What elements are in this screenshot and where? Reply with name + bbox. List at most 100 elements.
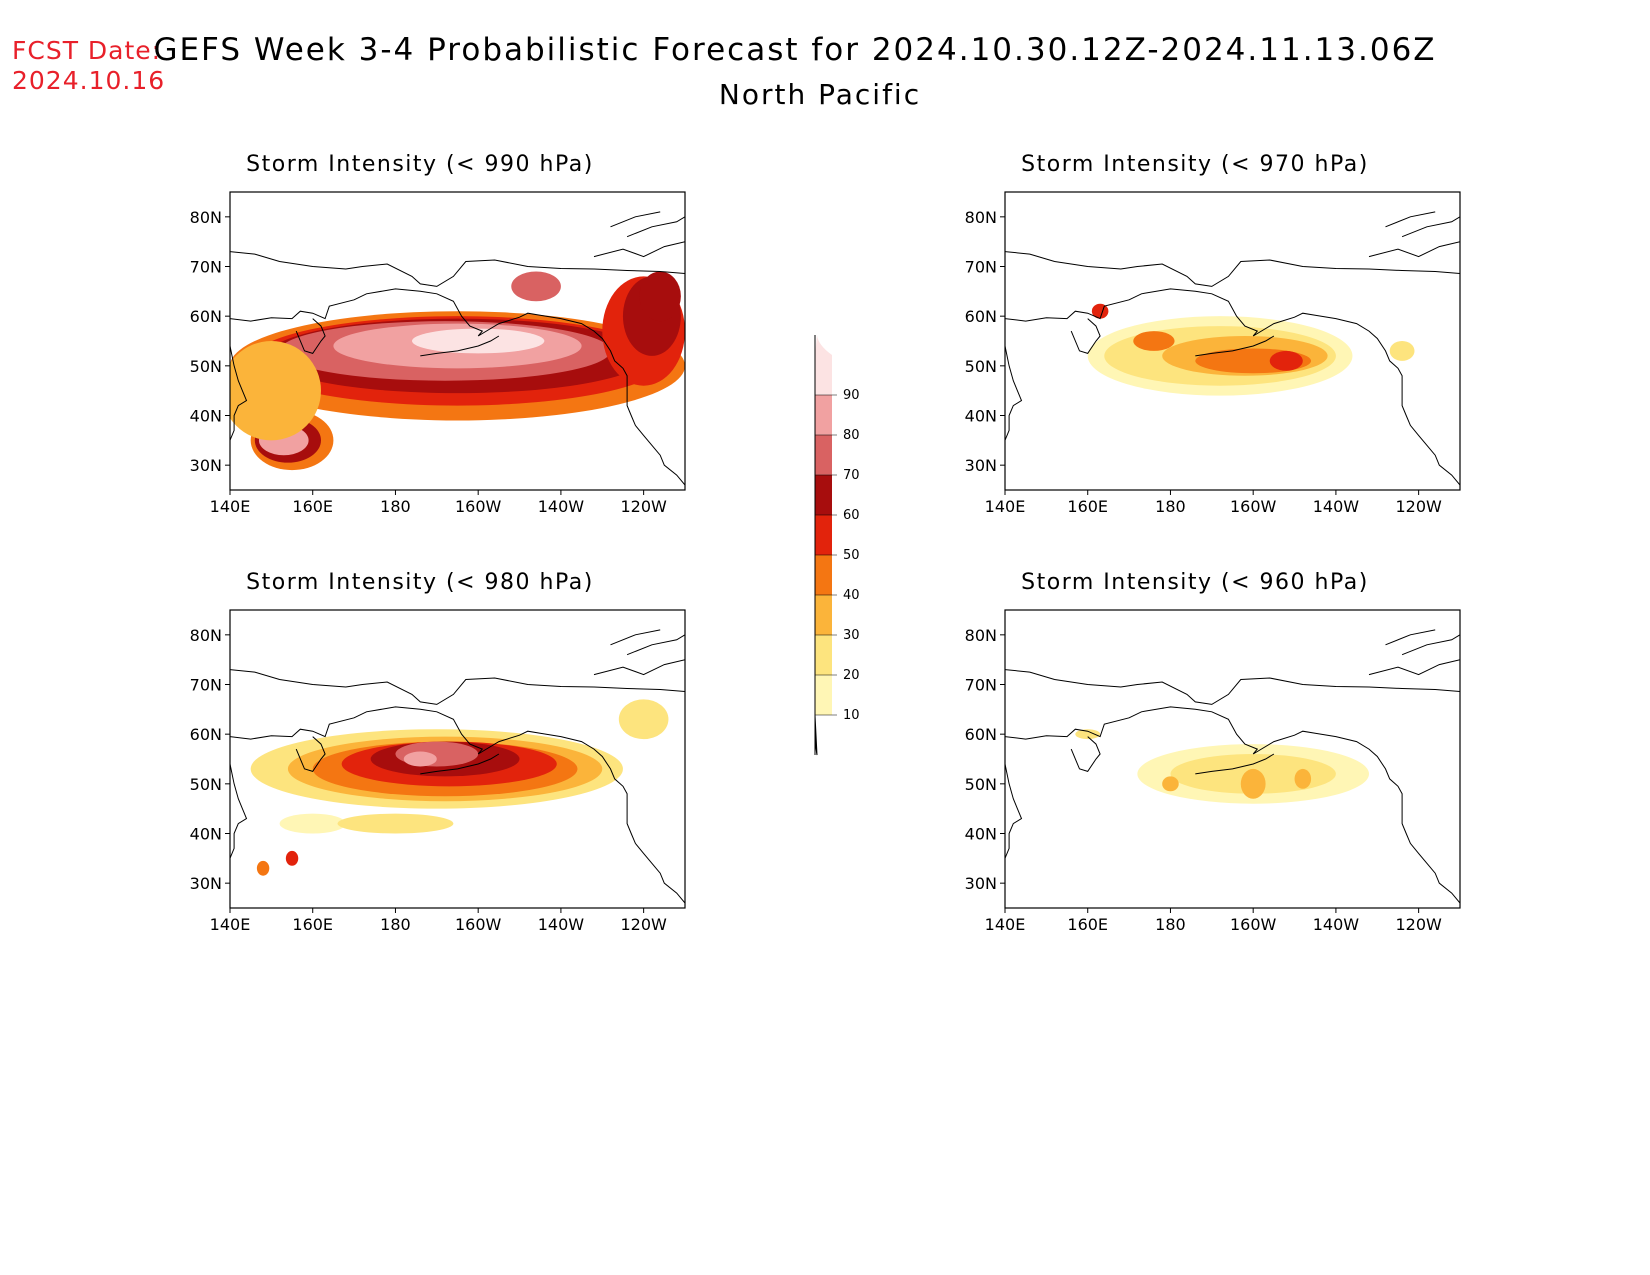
lon-tick-label: 160E xyxy=(1067,497,1108,516)
map-frame xyxy=(1004,191,1461,491)
probability-area xyxy=(337,813,454,834)
probability-field xyxy=(230,211,685,486)
probability-area xyxy=(1269,350,1303,371)
colorbar-swatch xyxy=(815,475,832,515)
lon-tick-label: 140W xyxy=(538,915,585,934)
colorbar-label: 60 xyxy=(843,508,860,523)
coastline xyxy=(1368,659,1460,676)
colorbar-label: 30 xyxy=(843,628,860,643)
probability-area xyxy=(1133,331,1175,351)
coastline xyxy=(295,318,326,354)
forecast-date-label: FCST Date: xyxy=(12,36,162,65)
lon-tick-label: 180 xyxy=(380,915,411,934)
colorbar-label: 80 xyxy=(843,428,860,443)
coastline xyxy=(1005,288,1460,486)
coastline xyxy=(1385,629,1436,646)
coastline xyxy=(1005,345,1023,442)
lat-tick-label: 80N xyxy=(965,208,997,227)
lon-tick-label: 160W xyxy=(455,497,502,516)
map-p990: 140E 160E 180 160W 140W 120W 80N 70N 60N 50N 40N 30… xyxy=(190,191,686,516)
lon-tick-label: 140E xyxy=(210,497,251,516)
map-frame xyxy=(229,191,686,491)
coastline xyxy=(1368,241,1460,258)
probability-area xyxy=(618,699,669,740)
probability-area xyxy=(256,860,270,876)
panel-title: Storm Intensity (< 960 hPa) xyxy=(1021,570,1369,595)
lon-tick-label: 160W xyxy=(1230,497,1277,516)
coastline xyxy=(1195,335,1275,357)
lat-tick-label: 50N xyxy=(190,357,222,376)
lat-tick-label: 70N xyxy=(190,676,222,695)
panel-title: Storm Intensity (< 970 hPa) xyxy=(1021,152,1369,177)
lat-tick-label: 50N xyxy=(190,775,222,794)
probability-field xyxy=(1005,211,1460,486)
colorbar-swatch xyxy=(815,675,832,715)
lon-tick-label: 120W xyxy=(1395,915,1442,934)
coastline xyxy=(1385,211,1436,228)
page-title: GEFS Week 3-4 Probabilistic Forecast for… xyxy=(153,32,1437,68)
coastline xyxy=(1005,706,1460,904)
coastline xyxy=(1005,763,1023,860)
lat-tick-label: 40N xyxy=(190,407,222,426)
coastline xyxy=(1005,251,1460,287)
coastline xyxy=(295,736,326,772)
lat-tick-label: 50N xyxy=(965,357,997,376)
lon-tick-label: 160W xyxy=(1230,915,1277,934)
probability-field xyxy=(230,629,685,904)
lon-tick-label: 120W xyxy=(620,497,667,516)
panel-title: Storm Intensity (< 990 hPa) xyxy=(246,152,594,177)
probability-area xyxy=(639,271,681,322)
probability-area xyxy=(1075,729,1101,740)
lat-tick-label: 70N xyxy=(965,676,997,695)
lon-tick-label: 120W xyxy=(620,915,667,934)
lat-tick-label: 50N xyxy=(965,775,997,794)
coastline xyxy=(230,251,685,287)
lat-tick-label: 40N xyxy=(965,825,997,844)
coastline xyxy=(626,216,685,238)
lat-tick-label: 30N xyxy=(190,874,222,893)
coastline xyxy=(1005,669,1460,705)
lon-tick-label: 180 xyxy=(1155,497,1186,516)
lon-tick-label: 160E xyxy=(292,915,333,934)
lat-tick-label: 60N xyxy=(190,725,222,744)
lat-tick-label: 40N xyxy=(190,825,222,844)
coastline xyxy=(593,241,685,258)
coastline xyxy=(593,659,685,676)
lon-tick-label: 120W xyxy=(1395,497,1442,516)
map-p980: 140E 160E 180 160W 140W 120W 80N 70N 60N 50N 40N 30… xyxy=(190,609,686,934)
lat-tick-label: 80N xyxy=(190,626,222,645)
probability-area xyxy=(1162,776,1179,792)
lon-tick-label: 160E xyxy=(1067,915,1108,934)
colorbar-swatch xyxy=(815,515,832,555)
panel-960-hpa: Storm Intensity (< 960 hPa) 140E 160E 180 1… xyxy=(960,568,1461,938)
probability-area xyxy=(412,328,545,354)
panel-970-hpa: Storm Intensity (< 970 hPa) 140E 160E 180 1… xyxy=(960,150,1461,520)
lon-tick-label: 140W xyxy=(538,497,585,516)
lat-tick-label: 60N xyxy=(190,307,222,326)
coastline xyxy=(610,629,661,646)
probability-area xyxy=(511,271,561,302)
probability-area xyxy=(403,751,437,767)
colorbar-label: 50 xyxy=(843,548,860,563)
probability-field xyxy=(1005,629,1460,904)
coastline xyxy=(626,634,685,656)
forecast-date-value: 2024.10.16 xyxy=(12,66,166,95)
colorbar-label: 90 xyxy=(843,388,860,403)
colorbar-swatch xyxy=(815,395,832,435)
colorbar-swatch xyxy=(815,595,832,635)
lat-tick-label: 60N xyxy=(965,725,997,744)
colorbar: 10 20 30 40 50 60 70 80 90 xyxy=(814,335,860,756)
lon-tick-label: 140E xyxy=(210,915,251,934)
lon-tick-label: 140E xyxy=(985,915,1026,934)
coastline xyxy=(1195,753,1275,775)
colorbar-label: 70 xyxy=(843,468,860,483)
coastline xyxy=(230,669,685,705)
lat-tick-label: 30N xyxy=(190,456,222,475)
probability-area xyxy=(285,850,299,866)
coastline xyxy=(230,706,685,904)
probability-area xyxy=(1389,341,1415,361)
lat-tick-label: 70N xyxy=(190,258,222,277)
lon-tick-label: 160E xyxy=(292,497,333,516)
forecast-date-block: FCST Date: 2024.10.16 xyxy=(12,36,165,96)
page-subtitle: North Pacific xyxy=(718,78,922,111)
